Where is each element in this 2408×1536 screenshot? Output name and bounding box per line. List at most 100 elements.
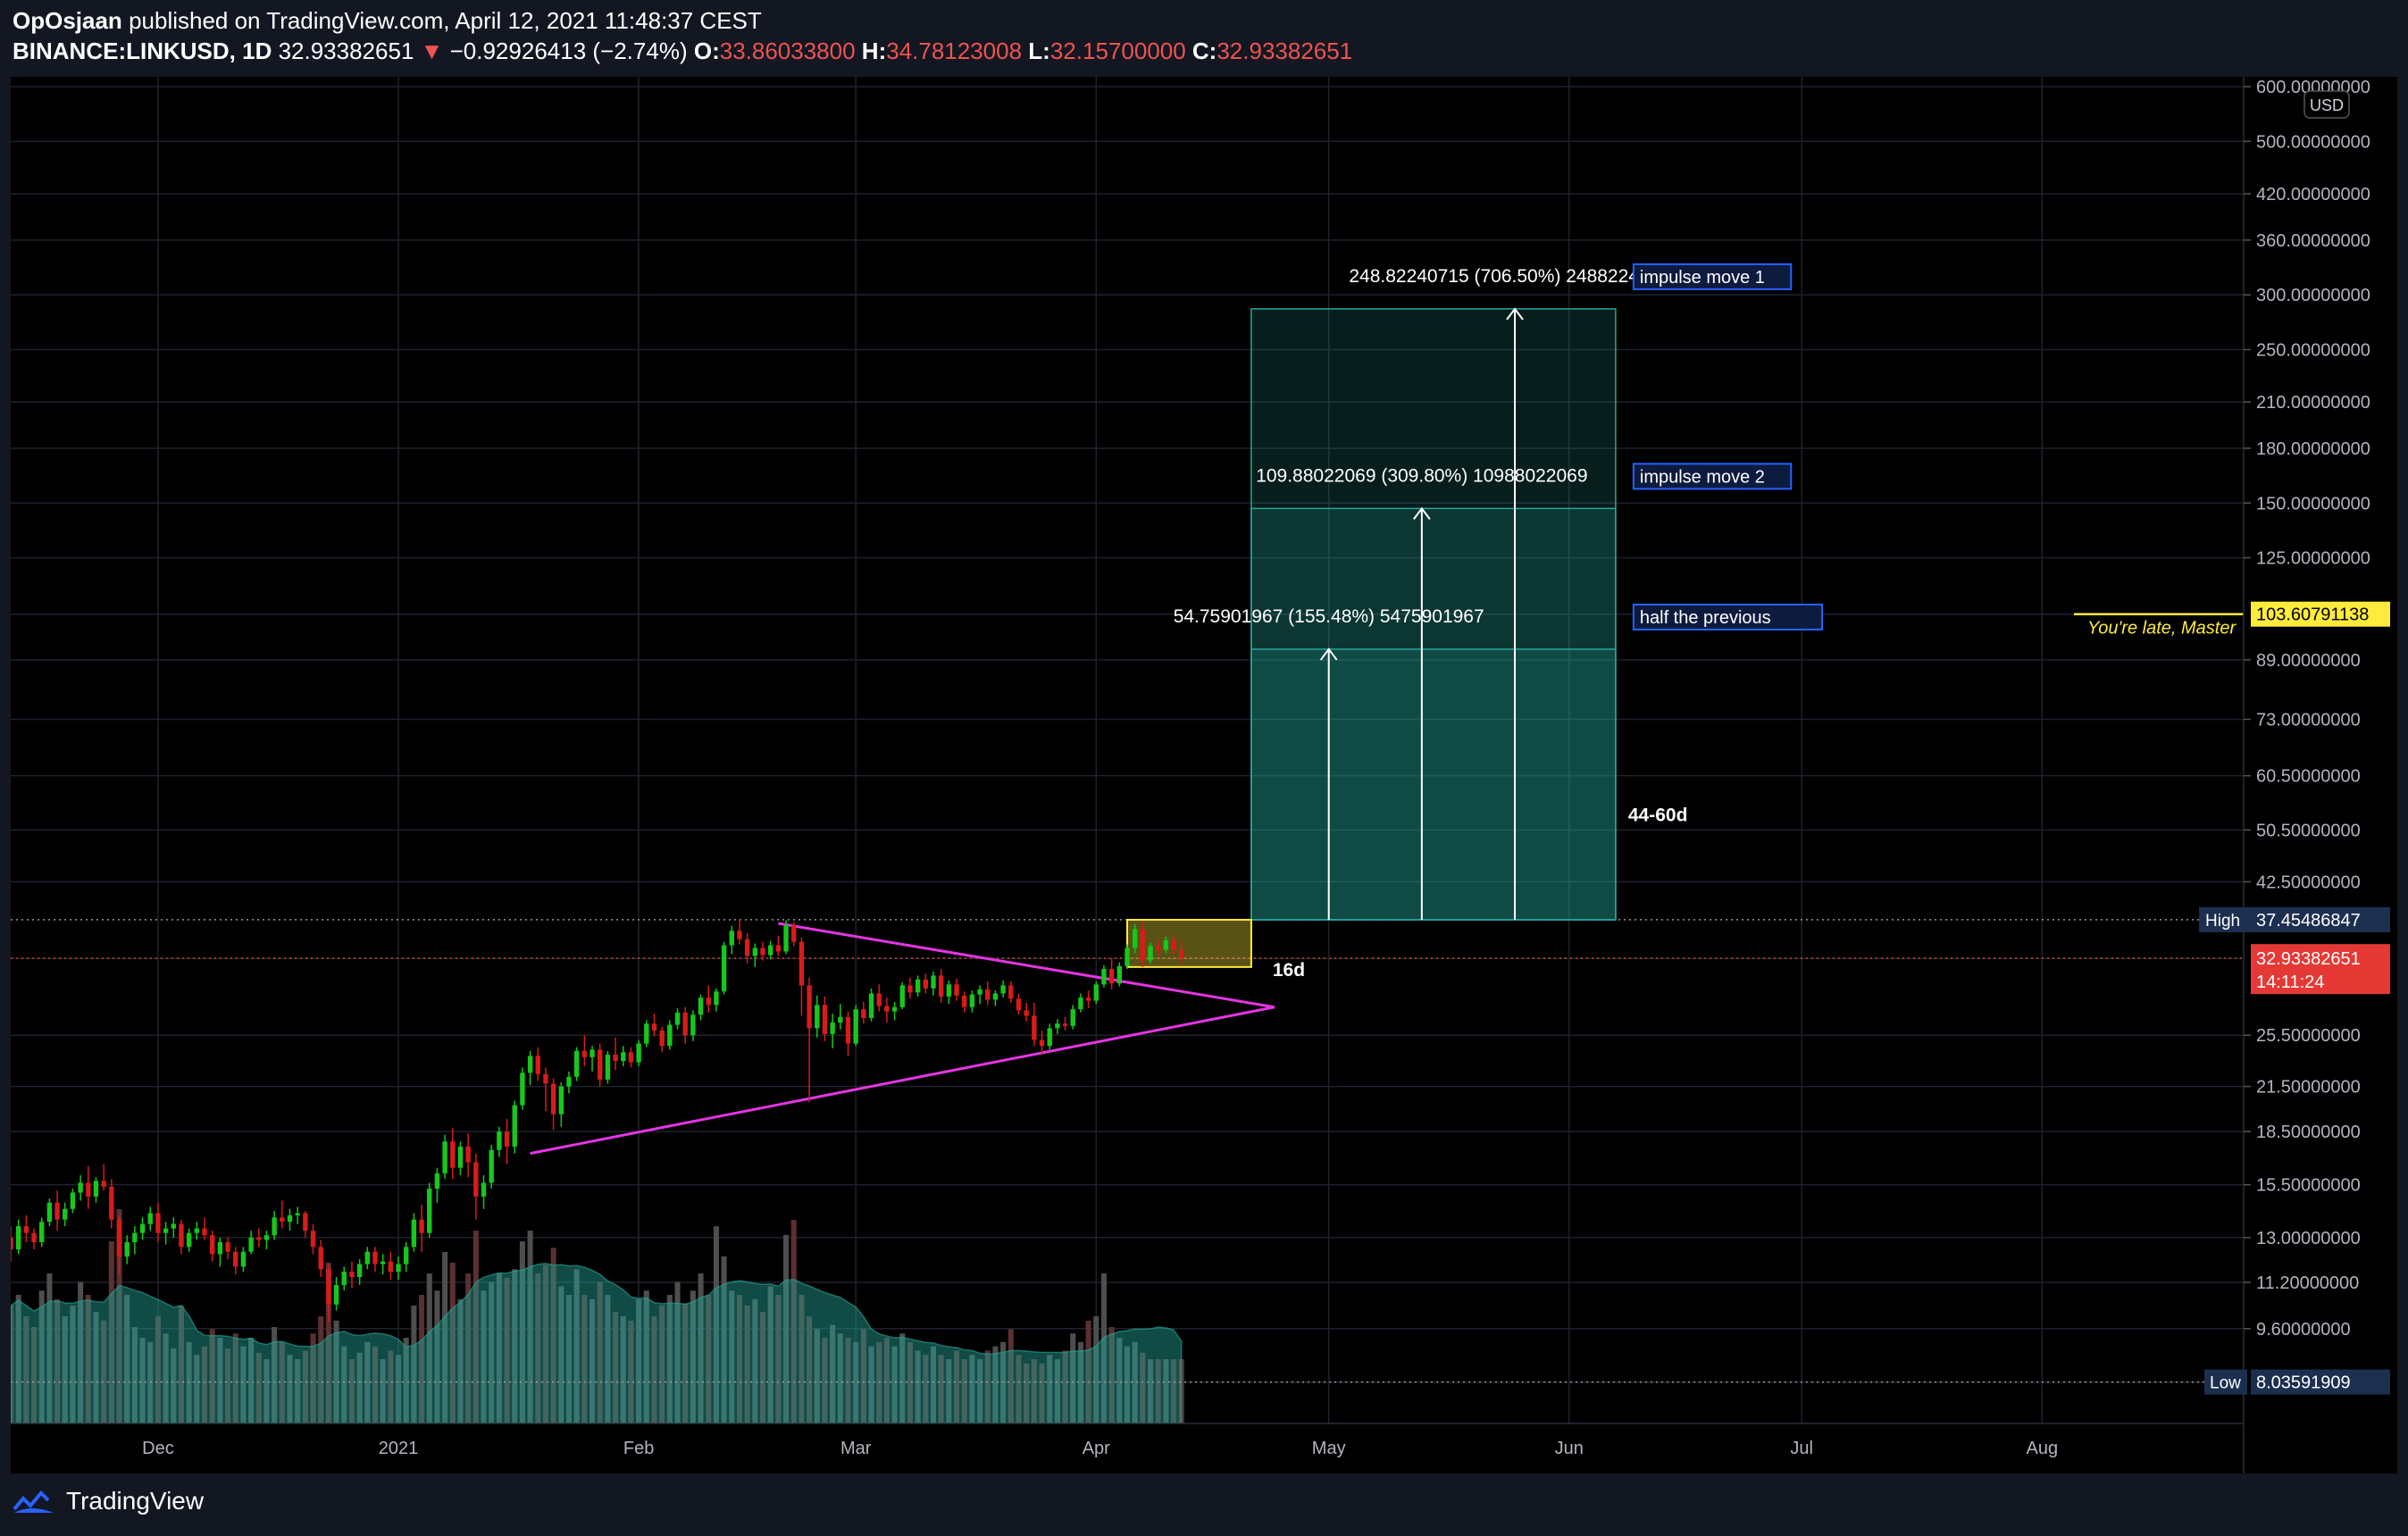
author-name[interactable]: OpOsjaan	[13, 7, 122, 34]
volume-bar	[302, 1350, 308, 1423]
volume-bar	[790, 1220, 797, 1423]
candle-body	[497, 1131, 502, 1150]
arrow-head-icon	[1413, 506, 1431, 520]
candle-body	[891, 1006, 898, 1012]
price-chart[interactable]: 54.75901967 (155.48%) 5475901967 half the…	[11, 77, 2397, 1473]
volume-bar	[419, 1295, 425, 1423]
volume-bar	[163, 1333, 169, 1423]
volume-bar	[946, 1359, 952, 1423]
high-tag: High	[2205, 912, 2240, 931]
volume-bar	[597, 1281, 603, 1423]
volume-bar	[372, 1346, 379, 1423]
candle-body	[636, 1043, 641, 1063]
price-axis: 600.00000000500.00000000420.00000000360.…	[2199, 77, 2397, 1473]
candle-body	[310, 1231, 316, 1248]
candle-body	[489, 1149, 494, 1183]
candle-body	[946, 984, 952, 997]
projection-label: 109.88022069 (309.80%) 10988022069	[1256, 465, 1587, 486]
time-axis-bg	[11, 1423, 2397, 1473]
time-axis-tick: Aug	[2027, 1439, 2059, 1458]
volume-bar	[85, 1295, 91, 1423]
volume-bar	[690, 1290, 696, 1423]
volume-bar	[31, 1327, 38, 1423]
volume-bar	[1000, 1341, 1007, 1423]
volume-bar	[1100, 1273, 1107, 1423]
candle-body	[969, 994, 975, 1007]
candle-body	[295, 1213, 300, 1215]
candle-body	[1062, 1023, 1068, 1026]
candle-body	[54, 1202, 60, 1220]
candle-body	[1125, 947, 1130, 966]
volume-bar	[255, 1352, 262, 1423]
candle-body	[714, 991, 719, 1006]
low-tag: Low	[2210, 1374, 2241, 1393]
candle-body	[155, 1213, 161, 1233]
candle-body	[1039, 1039, 1045, 1047]
volume-bar	[70, 1306, 76, 1423]
high-value: 37.45486847	[2256, 911, 2361, 931]
chart-header: OpOsjaan published on TradingView.com, A…	[0, 0, 2408, 77]
volume-bar	[736, 1295, 743, 1423]
projection-box	[1250, 308, 1617, 921]
volume-bar	[643, 1290, 649, 1423]
candle-body	[861, 1009, 866, 1018]
candle-body	[605, 1055, 611, 1080]
volume-bar	[589, 1298, 596, 1423]
candle-body	[659, 1030, 665, 1047]
candle-body	[690, 1014, 696, 1036]
chart-area[interactable]: 54.75901967 (155.48%) 5475901967 half the…	[11, 77, 2397, 1473]
low-value: 32.15700000	[1049, 38, 1186, 64]
volume-bar	[992, 1346, 999, 1423]
candle-body	[535, 1056, 540, 1074]
volume-bar	[759, 1312, 766, 1423]
volume-bar	[147, 1341, 154, 1423]
candle-body	[318, 1247, 323, 1270]
candle-body	[63, 1208, 68, 1220]
candle-body	[729, 931, 734, 946]
candle-body	[39, 1222, 45, 1243]
currency-badge	[2303, 90, 2350, 119]
low-tag-bg	[2204, 1369, 2247, 1395]
candle-body	[1078, 998, 1083, 1010]
candle-body	[202, 1228, 207, 1236]
candle-body	[1148, 946, 1153, 961]
arrow-head-icon	[1506, 307, 1524, 321]
last-price-label-bg	[2251, 944, 2390, 995]
volume-bar	[272, 1327, 278, 1423]
candle-body	[272, 1217, 277, 1236]
candle-body	[86, 1182, 91, 1197]
volume-bar	[698, 1273, 704, 1423]
candle-body	[791, 924, 797, 942]
candle-body	[876, 993, 882, 1006]
candle-body	[280, 1217, 285, 1223]
price-axis-tick: 250.00000000	[2256, 340, 2370, 360]
projection-note-box	[1632, 463, 1793, 490]
volume-bar	[325, 1263, 331, 1423]
volume-bar	[783, 1234, 790, 1423]
volume-bar	[868, 1346, 874, 1423]
volume-bar	[744, 1306, 750, 1423]
candle-body	[1024, 1010, 1029, 1016]
candle-body	[775, 945, 782, 952]
candle-body	[985, 989, 991, 1000]
volume-bar	[333, 1320, 339, 1423]
candle-body	[473, 1162, 479, 1197]
volume-bar	[923, 1355, 929, 1423]
candle-body	[598, 1049, 603, 1080]
symbol-name[interactable]: BINANCE:LINKUSD, 1D	[13, 38, 272, 64]
candle-body	[23, 1226, 29, 1233]
tradingview-logo[interactable]: TradingView	[13, 1486, 204, 1516]
volume-bar	[845, 1338, 851, 1423]
candle-body	[992, 993, 999, 1000]
candle-body	[46, 1202, 53, 1223]
volume-bar	[1163, 1359, 1169, 1423]
volume-bar	[775, 1295, 782, 1423]
candle-body	[1171, 939, 1176, 950]
volume-bar	[171, 1348, 177, 1423]
volume-bar	[449, 1263, 456, 1423]
candle-body	[233, 1251, 238, 1267]
volume-bar	[489, 1281, 495, 1423]
candle-body	[419, 1219, 424, 1233]
candle-body	[550, 1083, 556, 1114]
volume-bar	[217, 1338, 223, 1423]
